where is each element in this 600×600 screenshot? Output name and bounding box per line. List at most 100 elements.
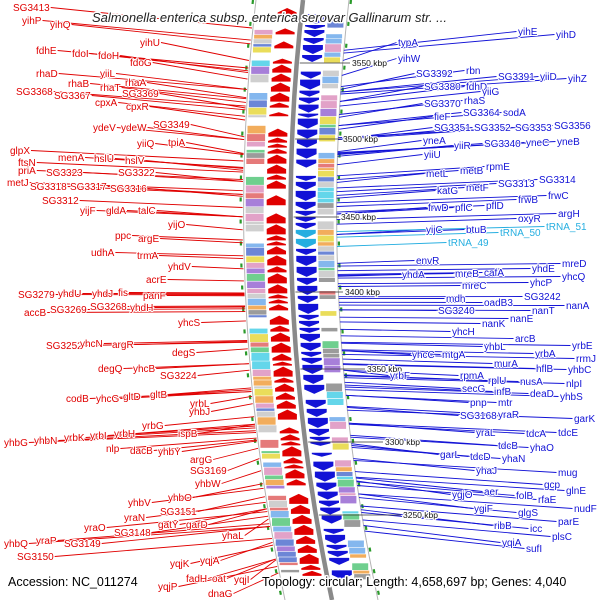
gene-label: yrbK bbox=[64, 433, 85, 444]
gene-label-connector bbox=[79, 200, 243, 208]
gene-feature-arrow bbox=[301, 351, 322, 357]
feature-category-block bbox=[318, 260, 335, 268]
gene-label-connector bbox=[344, 384, 493, 392]
gene-label: argH bbox=[558, 209, 580, 220]
gene-label-connector bbox=[179, 508, 267, 525]
feature-category-block bbox=[322, 341, 339, 348]
feature-category-block bbox=[320, 311, 337, 316]
gene-label-connector bbox=[339, 91, 481, 107]
gene-label: yhbV bbox=[128, 498, 151, 509]
left-track-guide bbox=[243, 0, 286, 600]
gene-label: yhcN bbox=[80, 339, 103, 350]
gene-label: yihD bbox=[556, 30, 576, 41]
feature-category-block bbox=[258, 425, 277, 433]
gene-label-connector bbox=[342, 358, 493, 364]
gene-label-connector bbox=[190, 544, 274, 564]
gene-label: dnaG bbox=[208, 589, 233, 600]
gene-label-connector bbox=[336, 229, 465, 235]
gene-label-connector bbox=[226, 558, 276, 579]
gene-label: SG3150 bbox=[17, 552, 54, 563]
gene-label-connector bbox=[340, 335, 514, 339]
feature-category-block bbox=[318, 268, 335, 271]
feature-category-block bbox=[340, 496, 357, 504]
gene-feature-arrow bbox=[271, 342, 291, 353]
feature-category-block bbox=[318, 170, 334, 177]
gene-label: SG3148 bbox=[114, 528, 151, 539]
gene-feature-arrow bbox=[267, 148, 287, 154]
gene-label-connector bbox=[338, 116, 433, 130]
gene-label: nlp bbox=[106, 444, 120, 455]
gene-feature-arrow bbox=[272, 353, 292, 361]
gene-label-connector bbox=[337, 273, 454, 276]
gene-label: ribB bbox=[494, 521, 512, 532]
gene-label: mdh bbox=[446, 294, 465, 305]
gene-label-connector bbox=[121, 87, 246, 103]
gene-label-connector bbox=[337, 140, 422, 153]
feature-category-block bbox=[245, 207, 264, 214]
feature-category-block bbox=[322, 83, 338, 89]
gene-label: yhbS bbox=[560, 392, 583, 403]
feature-category-block bbox=[246, 268, 265, 274]
gene-label: fis bbox=[118, 288, 128, 299]
gene-feature-arrow bbox=[275, 392, 295, 400]
gene-label-connector bbox=[208, 508, 267, 525]
feature-category-block bbox=[317, 242, 334, 246]
gene-label-connector bbox=[340, 78, 567, 95]
backbone-tick-label: 3450 kbp bbox=[341, 212, 376, 222]
gene-label: yraP bbox=[36, 536, 57, 547]
gene-label-connector bbox=[358, 497, 517, 513]
feature-category-block bbox=[264, 467, 283, 475]
gene-label: yhdE bbox=[532, 264, 555, 275]
feature-category-block bbox=[318, 246, 334, 251]
gene-label-connector bbox=[36, 162, 244, 173]
gene-label-connector bbox=[201, 320, 246, 323]
feature-category-block bbox=[247, 288, 266, 294]
gene-feature-arrow bbox=[280, 434, 300, 441]
gene-label-connector bbox=[338, 112, 462, 127]
feature-category-block bbox=[246, 149, 265, 153]
gene-label: rhaB bbox=[68, 79, 89, 90]
gene-feature-arrow bbox=[303, 374, 324, 384]
gene-label-connector bbox=[58, 73, 247, 90]
gene-label-connector bbox=[341, 58, 397, 76]
gene-label-connector bbox=[120, 55, 249, 74]
gene-label: SG3351 bbox=[434, 123, 471, 134]
gene-label-connector bbox=[168, 387, 252, 395]
gene-label: nanE bbox=[510, 314, 534, 325]
gene-label-connector bbox=[57, 50, 249, 69]
gene-label: tdcA bbox=[526, 429, 546, 440]
gene-feature-arrow bbox=[268, 294, 288, 299]
gene-feature-arrow bbox=[305, 14, 326, 24]
feature-category-block bbox=[246, 256, 265, 263]
gene-label-connector bbox=[337, 282, 529, 285]
feature-category-block bbox=[247, 293, 266, 299]
gene-label: tpiA bbox=[168, 138, 186, 149]
feature-category-block bbox=[318, 251, 335, 255]
gene-label: oadB3 bbox=[484, 298, 513, 309]
gene-feature-arrow bbox=[283, 457, 303, 464]
gene-feature-arrow bbox=[296, 535, 316, 544]
backbone-ticks: 3550 kbp 3500 kbp 3450 kbp 3400 kbp 3350 kbp… bbox=[293, 57, 439, 521]
backbone-tick-label: 3350 kbp bbox=[367, 364, 402, 374]
gene-feature-arrow bbox=[266, 195, 286, 206]
gene-label: arcB bbox=[515, 334, 536, 345]
gene-label: tRNA_49 bbox=[448, 238, 489, 249]
gene-label-connector bbox=[29, 182, 243, 192]
feature-category-block bbox=[318, 168, 335, 171]
gene-label-connector bbox=[337, 268, 531, 272]
feature-category-block bbox=[253, 39, 272, 44]
feature-category-block bbox=[281, 569, 300, 573]
gene-label: SG3149 bbox=[64, 539, 101, 550]
gene-label: metF bbox=[466, 183, 489, 194]
genome-backbone bbox=[288, 0, 335, 600]
gene-label-connector bbox=[244, 518, 269, 536]
gene-label: nusA bbox=[520, 377, 543, 388]
gene-feature-arrow bbox=[296, 255, 317, 266]
gene-label-connector bbox=[340, 76, 539, 93]
feature-category-block bbox=[246, 141, 265, 147]
gene-label: SG3367 bbox=[54, 91, 91, 102]
gene-label-connector bbox=[336, 205, 485, 213]
gene-label-connector bbox=[83, 172, 243, 182]
gene-feature-arrow bbox=[268, 299, 288, 304]
